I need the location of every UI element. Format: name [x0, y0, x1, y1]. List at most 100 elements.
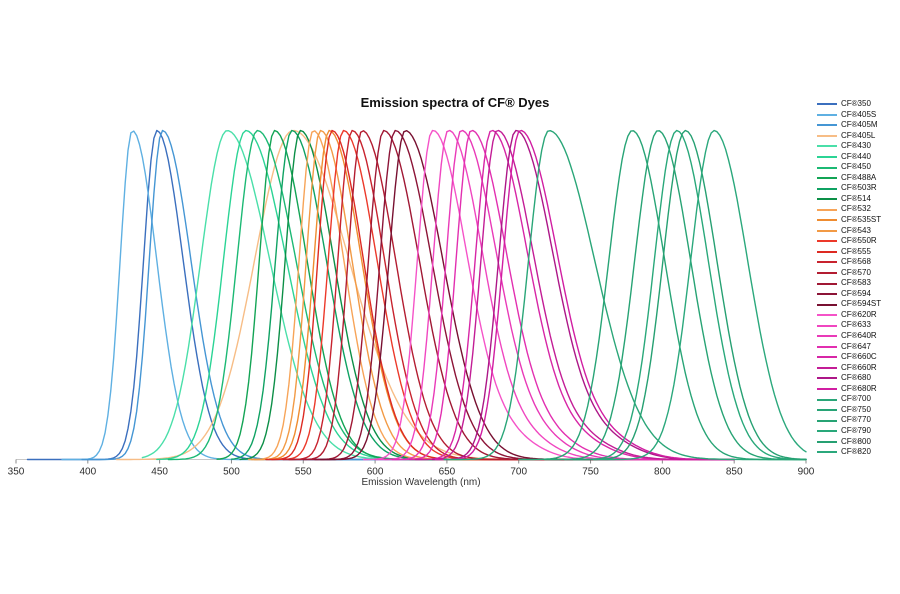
spectrum-curve-CF820 — [592, 129, 807, 461]
legend-item: CF®568 — [817, 257, 900, 268]
x-tick-label: 900 — [798, 467, 815, 478]
legend-label: CF®488A — [841, 172, 877, 182]
legend-item: CF®532 — [817, 204, 900, 215]
legend-swatch — [817, 250, 837, 253]
legend-label: CF®594ST — [841, 299, 882, 309]
spectrum-curve-CF555 — [265, 129, 606, 461]
legend-item: CF®550R — [817, 236, 900, 247]
legend-swatch — [817, 103, 837, 106]
spectrum-curve-CF660C — [408, 129, 735, 461]
legend-item: CF®543 — [817, 226, 900, 237]
legend-item: CF®680R — [817, 384, 900, 395]
x-tick-label: 350 — [8, 467, 25, 478]
spectrum-curve-CF680R — [434, 129, 735, 461]
legend-swatch — [817, 145, 837, 148]
legend-item: CF®750 — [817, 405, 900, 416]
legend-label: CF®450 — [841, 162, 871, 172]
legend-swatch — [817, 156, 837, 158]
legend-label: CF®543 — [841, 225, 871, 235]
legend-label: CF®640R — [841, 331, 877, 341]
x-tick-label: 700 — [510, 467, 527, 478]
legend-label: CF®594 — [841, 288, 871, 298]
legend-label: CF®770 — [841, 415, 871, 425]
legend-swatch — [817, 166, 837, 169]
legend-swatch — [817, 324, 837, 327]
legend-swatch — [817, 366, 837, 369]
legend-item: CF®594ST — [817, 299, 900, 310]
legend-item: CF®450 — [817, 162, 900, 173]
legend-item: CF®488A — [817, 173, 900, 184]
legend-label: CF®800 — [841, 436, 871, 446]
legend-item: CF®535ST — [817, 215, 900, 226]
legend-item: CF®647 — [817, 342, 900, 353]
legend-label: CF®405M — [841, 120, 878, 130]
legend-label: CF®750 — [841, 404, 871, 414]
spectrum-curve-CF800 — [572, 129, 807, 461]
legend-item: CF®660R — [817, 363, 900, 374]
legend-label: CF®568 — [841, 257, 871, 267]
legend-item: CF®660C — [817, 352, 900, 363]
legend-swatch — [817, 451, 837, 454]
legend-item: CF®440 — [817, 152, 900, 163]
legend-item: CF®405M — [817, 120, 900, 131]
legend-swatch — [817, 282, 837, 285]
legend-label: CF®440 — [841, 151, 871, 161]
legend-swatch — [817, 388, 837, 391]
legend-swatch — [817, 272, 837, 275]
legend-label: CF®660C — [841, 352, 877, 362]
spectrum-curve-CF514 — [239, 129, 520, 461]
legend-item: CF®790 — [817, 426, 900, 437]
legend-item: CF®620R — [817, 310, 900, 321]
legend-item: CF®514 — [817, 194, 900, 205]
spectrum-curve-CF700 — [443, 130, 807, 461]
spectrum-curve-CF640R — [384, 129, 731, 461]
legend-item: CF®770 — [817, 415, 900, 426]
legend-label: CF®700 — [841, 394, 871, 404]
legend-swatch — [817, 293, 837, 296]
legend-label: CF®535ST — [841, 215, 882, 225]
legend-swatch — [817, 409, 837, 412]
legend-item: CF®350 — [817, 99, 900, 110]
legend-item: CF®570 — [817, 268, 900, 279]
legend-item: CF®430 — [817, 141, 900, 152]
legend-label: CF®350 — [841, 99, 871, 108]
legend-item: CF®680 — [817, 373, 900, 384]
legend-label: CF®680R — [841, 383, 877, 393]
legend-swatch — [817, 229, 837, 232]
legend-swatch — [817, 419, 837, 422]
legend-label: CF®555 — [841, 246, 871, 256]
x-tick-label: 850 — [726, 467, 743, 478]
legend-swatch — [817, 208, 837, 211]
x-axis-label: Emission Wavelength (nm) — [361, 477, 481, 488]
legend-swatch — [817, 398, 837, 401]
spectrum-curve-CF770 — [543, 130, 807, 461]
legend-swatch — [817, 314, 837, 317]
legend-swatch — [817, 124, 837, 127]
legend-item: CF®405L — [817, 131, 900, 142]
legend-swatch — [817, 113, 837, 116]
legend-label: CF®532 — [841, 204, 871, 214]
x-tick-label: 750 — [582, 467, 599, 478]
legend-label: CF®503R — [841, 183, 877, 193]
legend-swatch — [817, 134, 837, 137]
spectrum-curve-CF350 — [26, 129, 376, 461]
legend-label: CF®790 — [841, 425, 871, 435]
legend-item: CF®633 — [817, 320, 900, 331]
legend-swatch — [817, 187, 837, 190]
legend-swatch — [817, 356, 837, 359]
legend-swatch — [817, 303, 837, 306]
legend-label: CF®570 — [841, 267, 871, 277]
x-tick-label: 500 — [223, 467, 240, 478]
legend-item: CF®555 — [817, 247, 900, 258]
legend-swatch — [817, 335, 837, 338]
spectrum-curve-CF532 — [248, 130, 577, 461]
legend-item: CF®700 — [817, 394, 900, 405]
legend-swatch — [817, 219, 837, 222]
chart-title: Emission spectra of CF® Dyes — [360, 95, 550, 110]
legend-item: CF®800 — [817, 437, 900, 448]
legend-label: CF®430 — [841, 141, 871, 151]
legend-label: CF®820 — [841, 447, 871, 457]
legend-item: CF®820 — [817, 447, 900, 458]
